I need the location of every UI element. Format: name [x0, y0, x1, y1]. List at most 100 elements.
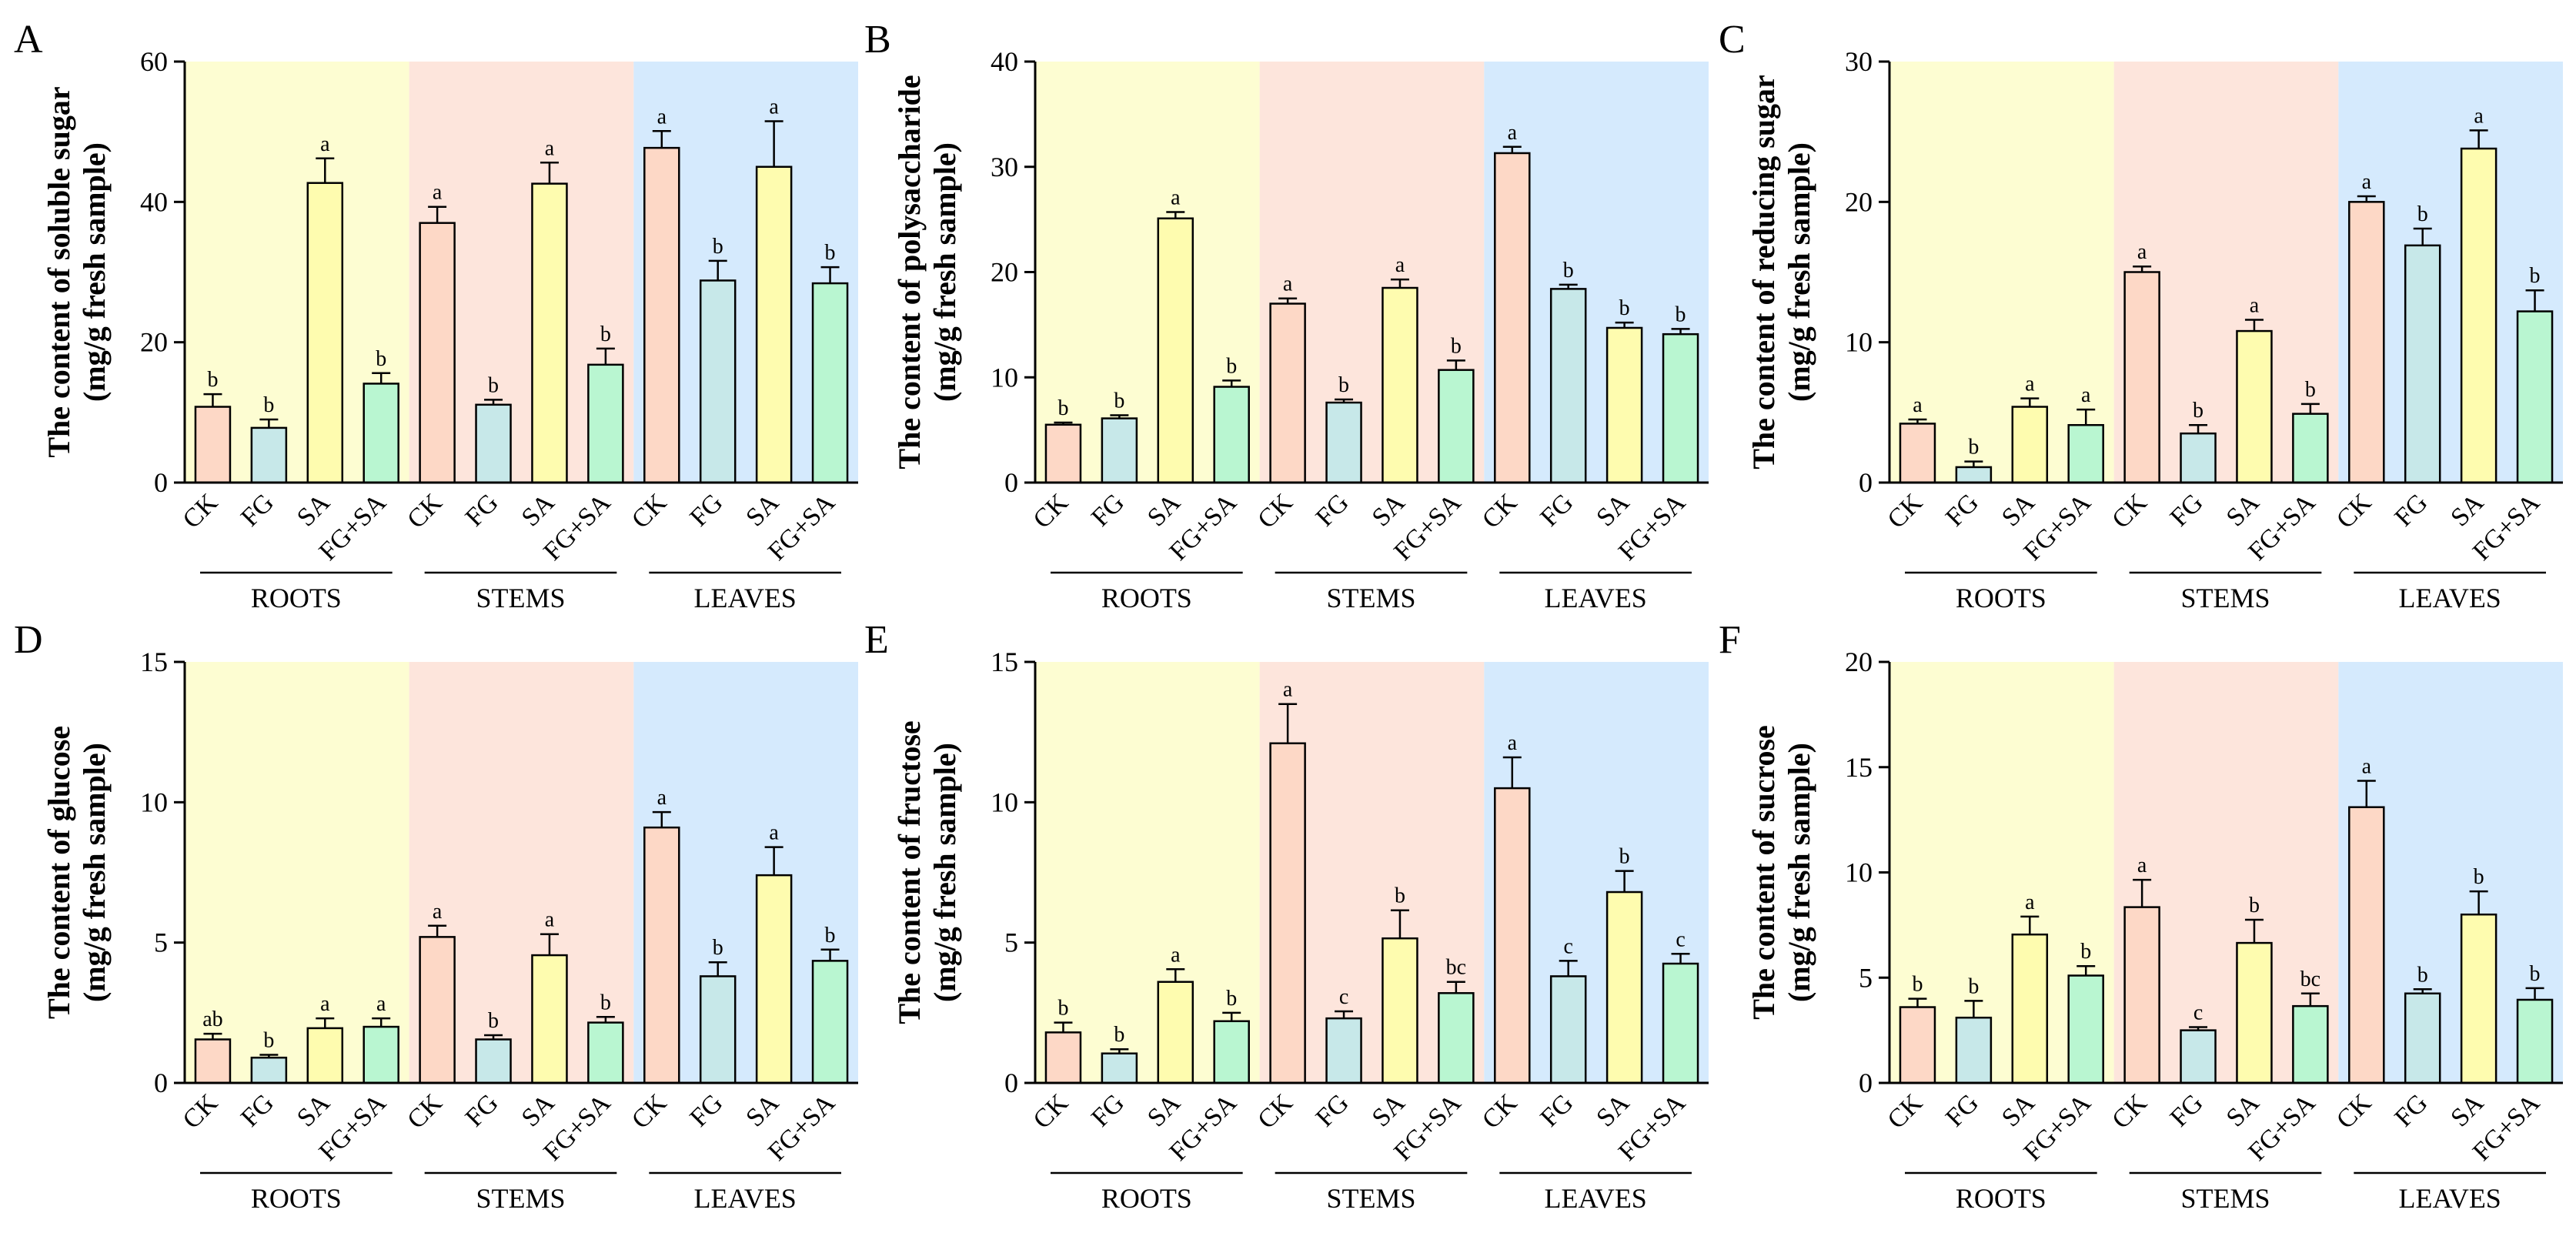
significance-label: b: [1912, 973, 1923, 997]
y-axis-title-line: The content of fructose: [892, 720, 927, 1024]
y-tick-label: 0: [154, 1068, 168, 1098]
bar-stems-fg-sa: [587, 1021, 624, 1084]
x-tick-label: SA: [516, 1088, 560, 1132]
y-axis-title-line: (mg/g fresh sample): [1782, 743, 1816, 1002]
bar-stems-ck: [1269, 742, 1306, 1084]
x-tick-label: CK: [1883, 1088, 1929, 1134]
y-tick-label: 5: [1859, 962, 1873, 993]
bar-stems-ck: [2123, 271, 2160, 484]
y-tick-label: 0: [1859, 467, 1873, 498]
bar-roots-ck: [1899, 423, 1936, 484]
significance-label: a: [320, 132, 330, 156]
significance-label: a: [545, 136, 555, 160]
x-tick-label: CK: [2331, 488, 2377, 534]
significance-label: b: [1451, 334, 1462, 358]
significance-label: a: [433, 900, 443, 924]
y-tick-label: 10: [1845, 857, 1873, 888]
bar-leaves-ck: [643, 826, 680, 1084]
significance-label: b: [2305, 378, 2316, 402]
bar-leaves-sa: [1605, 890, 1643, 1084]
x-tick-label: FG: [460, 1088, 504, 1132]
y-tick-label: 20: [1845, 186, 1873, 217]
x-tick-label: SA: [2445, 488, 2489, 532]
x-tick-label: SA: [1142, 1088, 1186, 1132]
y-axis-title-line: The content of polysaccharide: [892, 75, 927, 469]
bar-roots-ck: [1044, 1031, 1082, 1084]
significance-label: a: [2137, 854, 2147, 877]
x-tick-label: FG: [2165, 488, 2209, 532]
bar-roots-sa: [306, 1027, 344, 1084]
bar-roots-fg: [1101, 1052, 1138, 1084]
significance-label: b: [488, 373, 499, 397]
x-tick-label: CK: [1252, 1088, 1298, 1134]
band-roots: [1035, 662, 1260, 1083]
bar-roots-fg-sa: [1213, 386, 1250, 484]
x-tick-label: FG: [1535, 488, 1579, 532]
bar-roots-fg-sa: [2067, 974, 2104, 1084]
significance-label: b: [1226, 354, 1237, 378]
y-tick-label: 10: [991, 787, 1018, 817]
significance-label: a: [2474, 104, 2484, 128]
y-axis-title-line: (mg/g fresh sample): [927, 743, 962, 1002]
x-tick-label: CK: [402, 488, 448, 534]
x-tick-label: CK: [1883, 488, 1929, 534]
bar-stems-fg: [2180, 432, 2217, 484]
group-label: STEMS: [2180, 583, 2270, 613]
x-tick-label: CK: [2107, 488, 2153, 534]
band-roots: [1889, 62, 2114, 483]
bar-leaves-sa: [2460, 913, 2497, 1084]
x-tick-label: CK: [2331, 1088, 2377, 1134]
significance-label: a: [1283, 272, 1293, 296]
bar-leaves-sa: [2460, 147, 2497, 484]
significance-label: a: [2250, 293, 2260, 317]
significance-label: b: [1676, 302, 1686, 326]
significance-label: b: [600, 991, 611, 1014]
bar-leaves-ck: [2348, 806, 2385, 1084]
group-label: ROOTS: [251, 583, 342, 613]
significance-label: b: [1338, 373, 1349, 397]
band-roots: [185, 662, 409, 1083]
x-tick-label: FG: [1086, 1088, 1130, 1132]
significance-label: b: [1968, 974, 1979, 998]
x-tick-label: SA: [2221, 1088, 2265, 1132]
bar-stems-ck: [419, 222, 456, 484]
y-axis-title-line: (mg/g fresh sample): [1782, 142, 1816, 402]
bar-stems-fg-sa: [2292, 413, 2329, 484]
significance-label: c: [2193, 1001, 2203, 1025]
y-tick-label: 0: [1004, 467, 1018, 498]
bar-leaves-fg: [699, 279, 737, 484]
significance-label: b: [2530, 264, 2541, 288]
significance-label: b: [1968, 436, 1979, 459]
bar-stems-fg: [1325, 401, 1362, 484]
significance-label: b: [263, 393, 274, 417]
y-tick-label: 5: [1004, 927, 1018, 958]
group-label: LEAVES: [693, 1183, 796, 1214]
significance-label: b: [2249, 894, 2260, 917]
group-label: ROOTS: [1956, 583, 2046, 613]
significance-label: a: [376, 992, 386, 1016]
significance-label: b: [713, 936, 723, 960]
x-tick-label: CK: [1477, 1088, 1523, 1134]
significance-label: a: [1283, 678, 1293, 702]
bar-leaves-fg: [1549, 975, 1587, 1084]
significance-label: b: [1114, 1023, 1124, 1047]
x-tick-label: FG: [1311, 1088, 1355, 1132]
x-tick-label: FG: [1311, 488, 1355, 532]
bar-stems-ck: [2123, 906, 2160, 1084]
bar-roots-sa: [2011, 933, 2049, 1084]
bar-leaves-fg: [1549, 288, 1587, 484]
significance-label: b: [2474, 865, 2484, 889]
bar-leaves-fg: [2404, 992, 2441, 1084]
y-axis-title-line: The content of reducing sugar: [1746, 75, 1781, 469]
y-tick-label: 30: [1845, 46, 1873, 77]
y-axis-title-line: (mg/g fresh sample): [927, 142, 962, 402]
bar-roots-ck: [1899, 1006, 1936, 1084]
significance-label: a: [433, 181, 443, 205]
x-tick-label: CK: [626, 1088, 673, 1134]
bar-roots-fg: [1955, 466, 1993, 484]
y-tick-label: 15: [991, 647, 1018, 677]
significance-label: a: [657, 786, 667, 810]
panel-letter: B: [864, 18, 891, 62]
bar-roots-sa: [1157, 981, 1194, 1084]
bar-stems-ck: [1269, 302, 1306, 484]
